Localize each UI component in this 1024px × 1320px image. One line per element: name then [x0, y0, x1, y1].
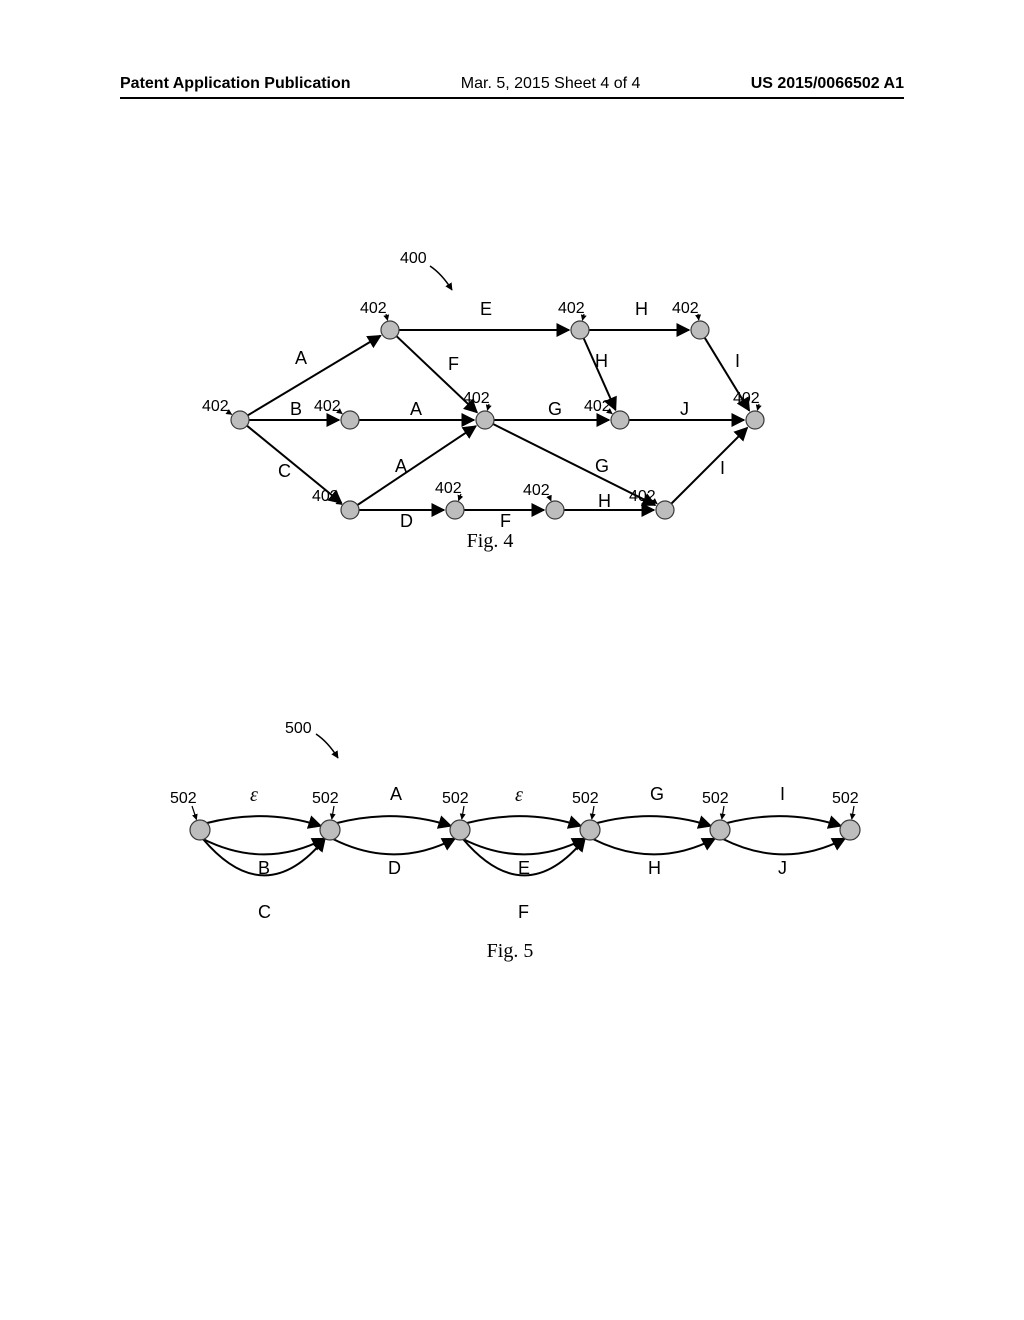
edge-label: H	[635, 299, 648, 320]
edge-label: A	[295, 348, 307, 369]
page-header: Patent Application Publication Mar. 5, 2…	[0, 75, 1024, 93]
reference-numeral: 402	[558, 300, 585, 318]
edge-label: F	[518, 902, 529, 923]
header-left: Patent Application Publication	[120, 75, 351, 93]
figure-5: ε Aε G I B D E H J C F 502 502 502 502 502 502 500 Fig. 5	[140, 720, 880, 1040]
edge-label: C	[278, 461, 291, 482]
edge-label: C	[258, 902, 271, 923]
reference-numeral: 402	[523, 482, 550, 500]
edge-label: J	[680, 399, 689, 420]
reference-numeral: 402	[584, 398, 611, 416]
reference-numeral: 402	[672, 300, 699, 318]
figure-4: ABCAADEFFGGHHHIIJ40240240240240240240240…	[200, 250, 760, 600]
reference-numeral: 402	[629, 488, 656, 506]
edge-label: I	[735, 351, 740, 372]
reference-numeral: 402	[463, 390, 490, 408]
reference-numeral: 402	[312, 488, 339, 506]
reference-numeral: 402	[360, 300, 387, 318]
edge-label: G	[650, 784, 664, 805]
reference-numeral: 502	[442, 790, 469, 808]
edge-label: H	[598, 491, 611, 512]
edge-label: I	[720, 458, 725, 479]
edge-label: A	[410, 399, 422, 420]
edge-label: ε	[515, 784, 523, 807]
reference-numeral: 502	[702, 790, 729, 808]
edge-label: J	[778, 858, 787, 879]
edge-label: ε	[250, 784, 258, 807]
edge-label: G	[548, 399, 562, 420]
edge-label: D	[400, 511, 413, 532]
reference-numeral: 502	[832, 790, 859, 808]
reference-numeral: 402	[435, 480, 462, 498]
edge-label: E	[518, 858, 530, 879]
reference-numeral: 502	[312, 790, 339, 808]
figure-caption: Fig. 5	[460, 940, 560, 963]
header-right: US 2015/0066502 A1	[751, 75, 904, 93]
figure-reference: 500	[285, 720, 312, 738]
edge-label: B	[258, 858, 270, 879]
edge-label: G	[595, 456, 609, 477]
figure-caption: Fig. 4	[440, 530, 540, 553]
edge-label: F	[500, 511, 511, 532]
reference-numeral: 402	[733, 390, 760, 408]
edge-label: B	[290, 399, 302, 420]
edge-label: H	[595, 351, 608, 372]
figure-reference: 400	[400, 250, 427, 268]
header-mid: Mar. 5, 2015 Sheet 4 of 4	[461, 75, 641, 93]
reference-numeral: 402	[202, 398, 229, 416]
edge-label: I	[780, 784, 785, 805]
edge-label: F	[448, 354, 459, 375]
edge-label: A	[390, 784, 402, 805]
reference-numeral: 502	[572, 790, 599, 808]
edge-label: E	[480, 299, 492, 320]
header-rule	[120, 97, 904, 99]
edge-label: H	[648, 858, 661, 879]
edge-label: A	[395, 456, 407, 477]
reference-numeral: 502	[170, 790, 197, 808]
edge-label: D	[388, 858, 401, 879]
reference-numeral: 402	[314, 398, 341, 416]
